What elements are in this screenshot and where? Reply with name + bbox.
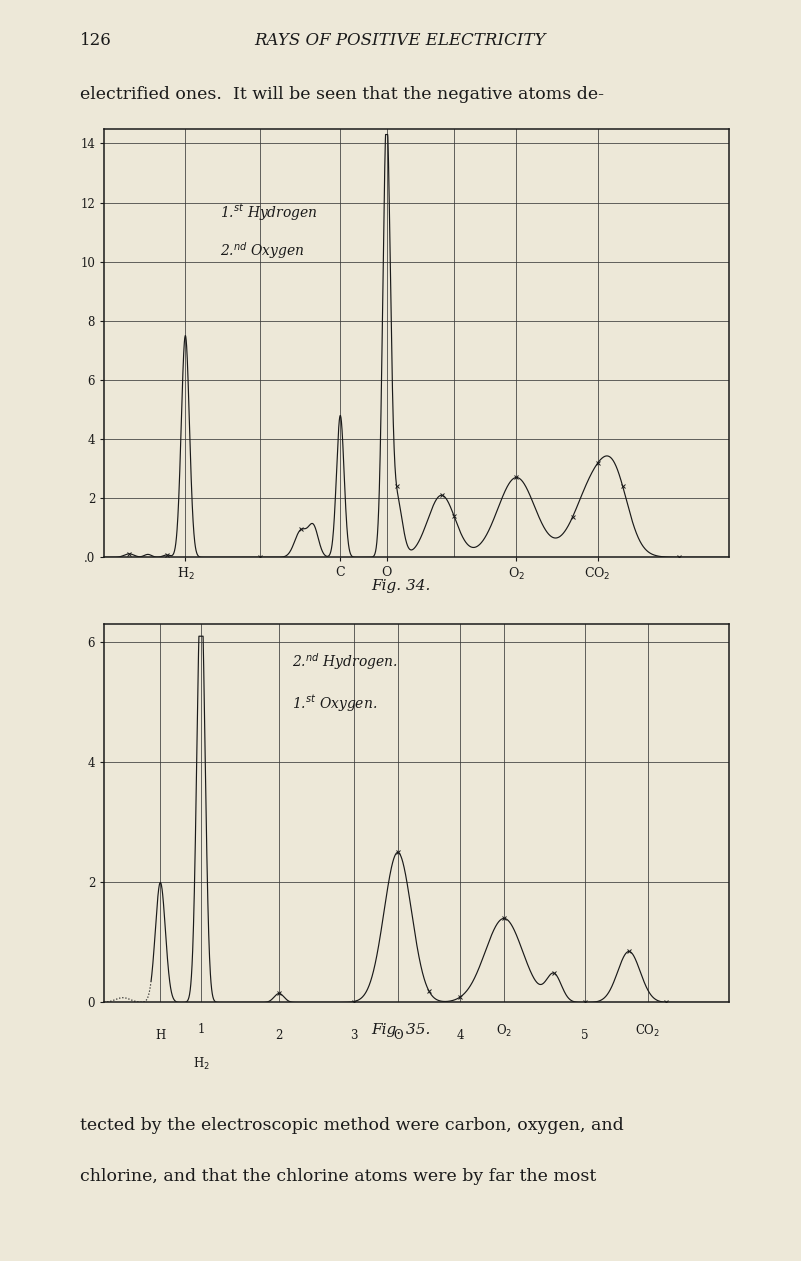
Text: Fig. 35.: Fig. 35. [371, 1023, 430, 1038]
Text: 2.$^{nd}$ Hydrogen.: 2.$^{nd}$ Hydrogen. [292, 651, 397, 672]
Text: O$_2$: O$_2$ [496, 1024, 512, 1039]
Text: O: O [393, 1029, 403, 1042]
Text: 1.$^{st}$ Oxygen.: 1.$^{st}$ Oxygen. [292, 694, 377, 714]
Text: RAYS OF POSITIVE ELECTRICITY: RAYS OF POSITIVE ELECTRICITY [255, 33, 546, 49]
Text: 4: 4 [457, 1029, 464, 1042]
Text: chlorine, and that the chlorine atoms were by far the most: chlorine, and that the chlorine atoms we… [80, 1168, 597, 1185]
Text: Fig. 34.: Fig. 34. [371, 579, 430, 594]
Text: 1.$^{st}$ Hydrogen: 1.$^{st}$ Hydrogen [219, 202, 318, 223]
Text: 1: 1 [197, 1024, 205, 1037]
Text: 2: 2 [276, 1029, 283, 1042]
Text: tected by the electroscopic method were carbon, oxygen, and: tected by the electroscopic method were … [80, 1117, 624, 1134]
Text: H$_2$: H$_2$ [192, 1055, 209, 1072]
Text: 5: 5 [582, 1029, 589, 1042]
Text: 126: 126 [80, 33, 112, 49]
Text: 2.$^{nd}$ Oxygen: 2.$^{nd}$ Oxygen [219, 240, 304, 261]
Text: electrified ones.  It will be seen that the negative atoms de-: electrified ones. It will be seen that t… [80, 86, 604, 103]
Text: H: H [155, 1029, 166, 1042]
Text: 3: 3 [350, 1029, 358, 1042]
Text: CO$_2$: CO$_2$ [635, 1024, 660, 1039]
